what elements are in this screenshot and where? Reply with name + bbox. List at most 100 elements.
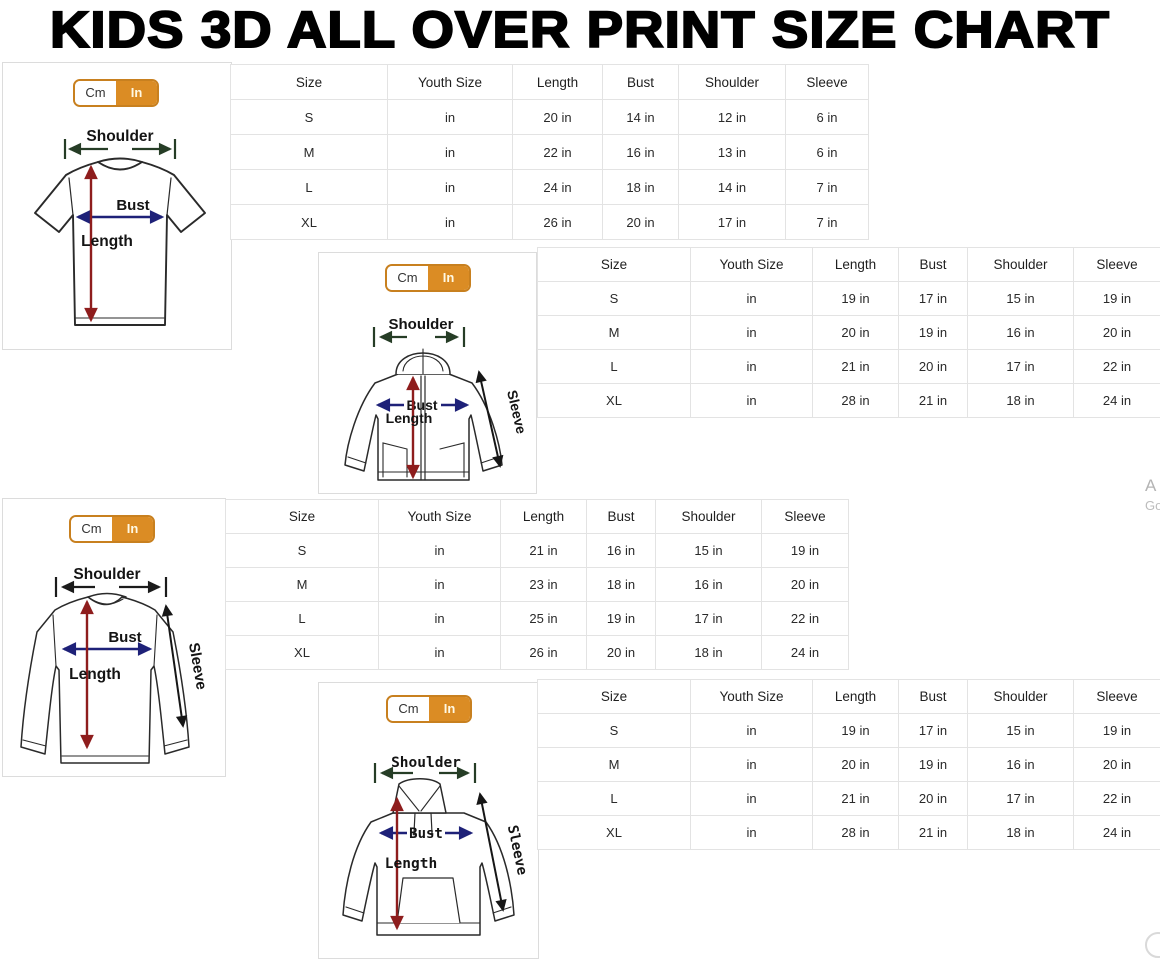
column-header: Length (500, 499, 587, 534)
table-row: XL in 26 in 20 in 17 in 7 in (230, 204, 869, 240)
column-header: Youth Size (378, 499, 501, 534)
column-header: Bust (898, 679, 968, 714)
column-header: Size (537, 679, 691, 714)
tshirt-outline (34, 157, 206, 326)
table-cell: in (690, 747, 813, 782)
table-cell: 20 in (761, 567, 849, 602)
table-cell: in (690, 781, 813, 816)
table-cell: in (690, 713, 813, 748)
table-cell: in (387, 134, 513, 170)
unit-toggle: Cm In (386, 695, 472, 723)
table-cell: 24 in (512, 169, 603, 205)
column-header: Length (812, 679, 899, 714)
unit-in-button[interactable]: In (112, 517, 153, 541)
column-header: Shoulder (655, 499, 762, 534)
table-cell: XL (537, 383, 691, 418)
column-header: Bust (898, 247, 968, 282)
table-cell: 20 in (1073, 315, 1160, 350)
table-cell: 24 in (761, 635, 849, 670)
column-header: Youth Size (387, 64, 513, 100)
table-cell: L (537, 781, 691, 816)
column-header: Sleeve (785, 64, 869, 100)
unit-cm-button[interactable]: Cm (71, 517, 112, 541)
clipped-edge-text-line1: A (1145, 476, 1157, 495)
table-cell: 19 in (812, 713, 899, 748)
column-header: Youth Size (690, 679, 813, 714)
table-cell: 15 in (967, 281, 1074, 316)
column-header: Sleeve (1073, 247, 1160, 282)
unit-in-button[interactable]: In (428, 266, 469, 290)
sleeve-arrow (476, 792, 507, 912)
table-cell: 28 in (812, 815, 899, 850)
table-cell: M (537, 315, 691, 350)
table-header-row: Size Youth Size Length Bust Shoulder Sleeve (537, 247, 1160, 282)
table-cell: M (225, 567, 379, 602)
length-label: Length (69, 666, 121, 683)
diagram-panel-tshirt: Cm In Shoulder (2, 62, 232, 350)
table-cell: 20 in (812, 315, 899, 350)
table-cell: 20 in (586, 635, 656, 670)
table-cell: 21 in (812, 781, 899, 816)
page-title: KIDS 3D ALL OVER PRINT SIZE CHART (49, 0, 1111, 59)
table-cell: 20 in (1073, 747, 1160, 782)
diagram-panel-hoodie: Cm In (318, 682, 539, 959)
table-cell: M (537, 747, 691, 782)
table-cell: 19 in (898, 747, 968, 782)
table-cell: 19 in (1073, 281, 1160, 316)
table-header-row: Size Youth Size Length Bust Shoulder Sleeve (537, 679, 1160, 714)
table-cell: 22 in (1073, 349, 1160, 384)
table-cell: 18 in (655, 635, 762, 670)
table-cell: in (378, 567, 501, 602)
table-cell: S (537, 281, 691, 316)
table-cell: 17 in (967, 349, 1074, 384)
table-cell: 17 in (967, 781, 1074, 816)
table-cell: 7 in (785, 169, 869, 205)
length-label: Length (386, 410, 433, 426)
table-cell: 21 in (898, 815, 968, 850)
unit-in-button[interactable]: In (116, 81, 157, 105)
table-cell: 17 in (898, 281, 968, 316)
table-cell: 18 in (602, 169, 679, 205)
sleeve-label: Sleeve (504, 388, 530, 435)
unit-cm-button[interactable]: Cm (75, 81, 116, 105)
table-cell: 16 in (586, 533, 656, 568)
table-cell: in (378, 533, 501, 568)
unit-in-button[interactable]: In (429, 697, 470, 721)
column-header: Size (537, 247, 691, 282)
table-cell: 21 in (500, 533, 587, 568)
table-cell: XL (537, 815, 691, 850)
table-cell: in (387, 99, 513, 135)
sleeve-label: Sleeve (185, 641, 210, 691)
table-cell: 18 in (967, 815, 1074, 850)
unit-cm-button[interactable]: Cm (387, 266, 428, 290)
table-cell: in (690, 815, 813, 850)
table-header-row: Size Youth Size Length Bust Shoulder Sleeve (230, 64, 869, 100)
column-header: Size (225, 499, 379, 534)
sleeve-arrow (475, 370, 504, 468)
shoulder-arrow (63, 139, 177, 159)
table-cell: 17 in (678, 204, 786, 240)
diagram-panel-long-sleeve: Cm In Shoulder (2, 498, 226, 777)
length-label: Length (81, 233, 133, 250)
column-header: Bust (602, 64, 679, 100)
table-cell: 21 in (812, 349, 899, 384)
table-cell: 17 in (655, 601, 762, 636)
column-header: Size (230, 64, 388, 100)
table-cell: in (387, 204, 513, 240)
sleeve-label: Sleeve (504, 824, 530, 877)
unit-cm-button[interactable]: Cm (388, 697, 429, 721)
table-cell: 26 in (512, 204, 603, 240)
clipped-widget-circle[interactable] (1145, 932, 1160, 958)
table-cell: S (230, 99, 388, 135)
table-cell: L (537, 349, 691, 384)
column-header: Sleeve (761, 499, 849, 534)
table-row: XL in 26 in 20 in 18 in 24 in (225, 635, 849, 670)
table-cell: 22 in (1073, 781, 1160, 816)
